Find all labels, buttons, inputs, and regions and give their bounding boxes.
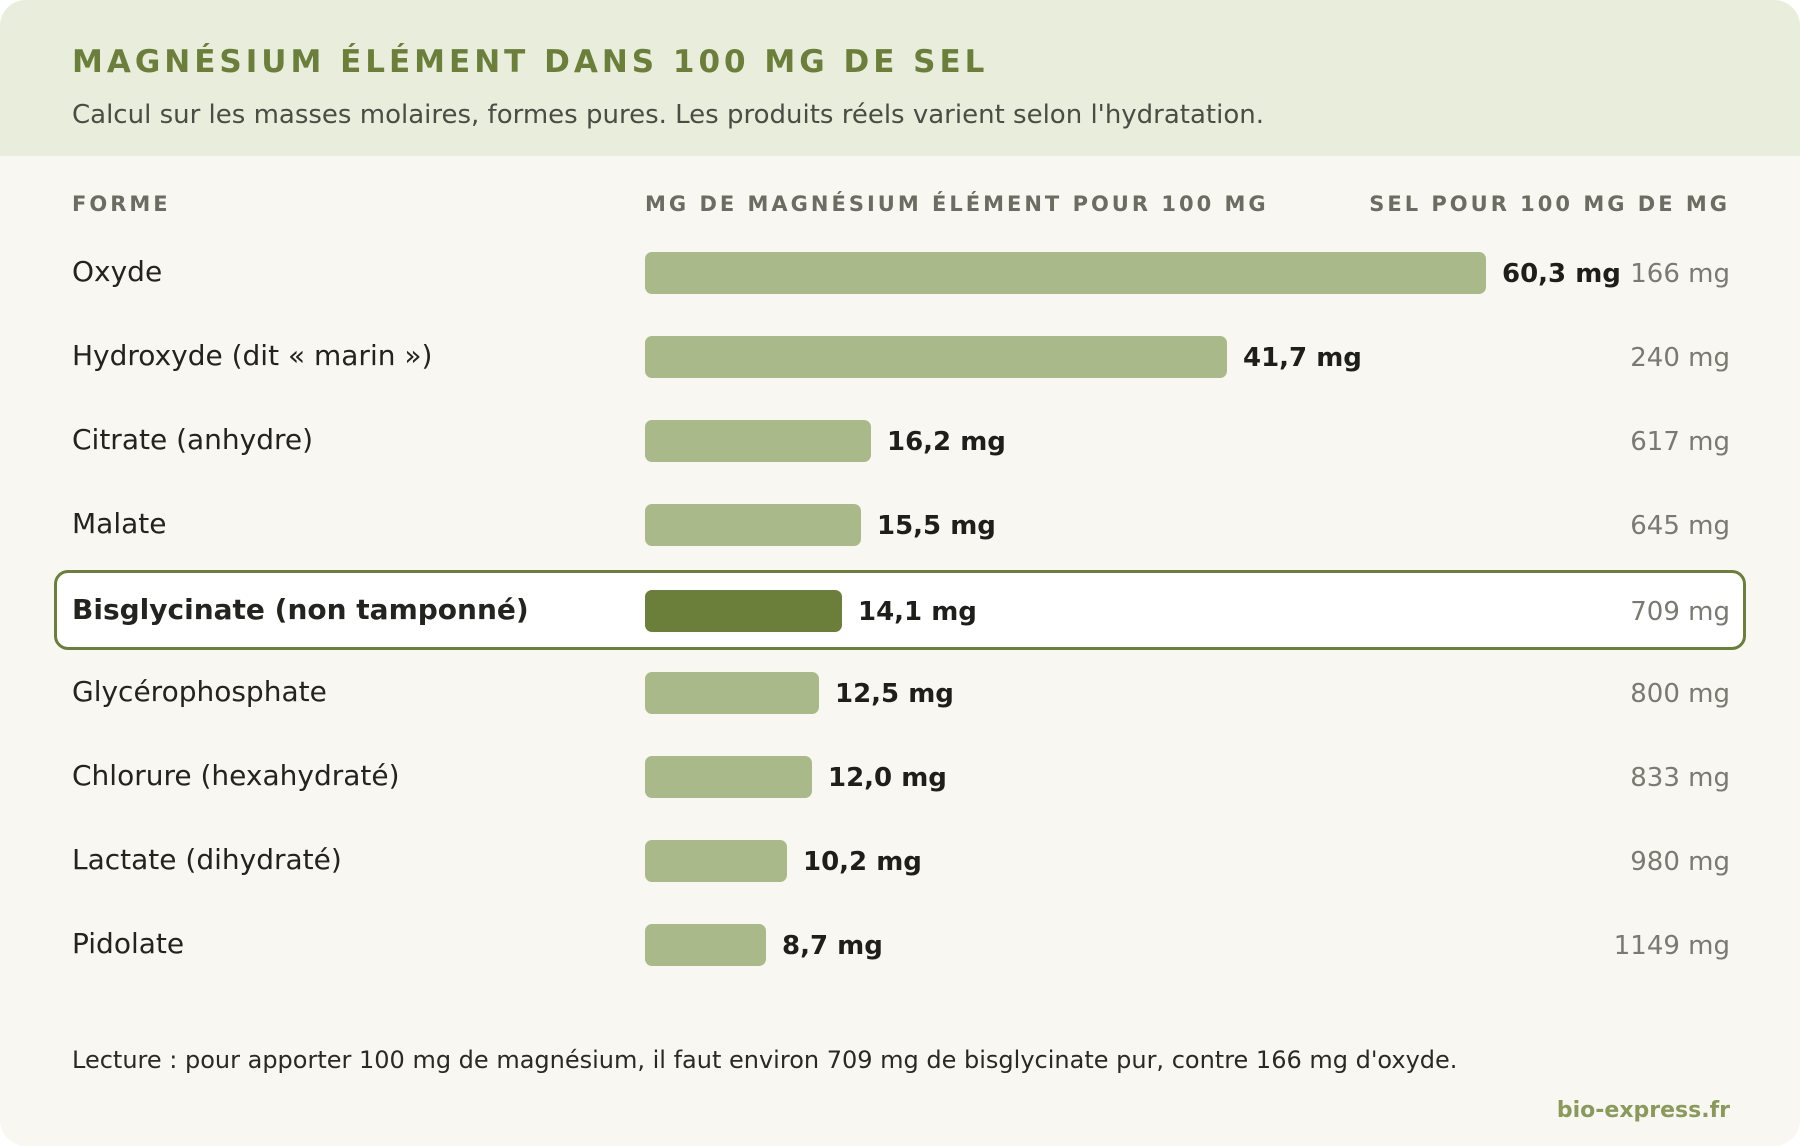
salt-amount-label: 800 mg xyxy=(1630,679,1730,709)
value-label: 12,0 mg xyxy=(828,763,947,793)
bar xyxy=(645,504,861,546)
bar xyxy=(645,420,871,462)
bar xyxy=(645,840,787,882)
chart-row: Citrate (anhydre) 16,2 mg 617 mg xyxy=(54,400,1746,480)
bar xyxy=(645,590,842,632)
reading-note: Lecture : pour apporter 100 mg de magnés… xyxy=(72,1046,1458,1074)
bar xyxy=(645,756,812,798)
category-label: Lactate (dihydraté) xyxy=(72,843,342,876)
value-label: 15,5 mg xyxy=(877,511,996,541)
salt-amount-label: 617 mg xyxy=(1630,427,1730,457)
category-label: Pidolate xyxy=(72,927,185,960)
value-label: 16,2 mg xyxy=(887,427,1006,457)
value-label: 8,7 mg xyxy=(782,931,883,961)
category-label: Chlorure (hexahydraté) xyxy=(72,759,400,792)
bar xyxy=(645,924,766,966)
category-label: Oxyde xyxy=(72,255,163,288)
chart-row: Glycérophosphate 12,5 mg 800 mg xyxy=(54,652,1746,732)
value-label: 12,5 mg xyxy=(835,679,954,709)
value-label: 60,3 mg xyxy=(1502,259,1621,289)
chart-row: Pidolate 8,7 mg 1149 mg xyxy=(54,904,1746,984)
salt-amount-label: 709 mg xyxy=(1630,597,1730,627)
category-label: Malate xyxy=(72,507,167,540)
bar xyxy=(645,252,1486,294)
category-label: Citrate (anhydre) xyxy=(72,423,314,456)
chart-subtitle: Calcul sur les masses molaires, formes p… xyxy=(72,100,1265,130)
bar xyxy=(645,336,1227,378)
column-header-magnesium: MG DE MAGNÉSIUM ÉLÉMENT POUR 100 MG xyxy=(645,192,1269,216)
chart-row: Malate 15,5 mg 645 mg xyxy=(54,484,1746,564)
salt-amount-label: 833 mg xyxy=(1630,763,1730,793)
chart-row: Chlorure (hexahydraté) 12,0 mg 833 mg xyxy=(54,736,1746,816)
salt-amount-label: 240 mg xyxy=(1630,343,1730,373)
chart-header: MAGNÉSIUM ÉLÉMENT DANS 100 MG DE SEL Cal… xyxy=(0,0,1800,156)
column-header-salt: SEL POUR 100 MG DE MG xyxy=(1369,192,1730,216)
salt-amount-label: 1149 mg xyxy=(1613,931,1730,961)
category-label: Hydroxyde (dit « marin ») xyxy=(72,339,433,372)
chart-row-highlighted: Bisglycinate (non tamponné) 14,1 mg 709 mg xyxy=(54,570,1746,650)
value-label: 14,1 mg xyxy=(858,597,977,627)
salt-amount-label: 645 mg xyxy=(1630,511,1730,541)
chart-title: MAGNÉSIUM ÉLÉMENT DANS 100 MG DE SEL xyxy=(72,44,989,80)
bar xyxy=(645,672,819,714)
value-label: 41,7 mg xyxy=(1243,343,1362,373)
source-label: bio-express.fr xyxy=(1556,1098,1730,1123)
category-label: Glycérophosphate xyxy=(72,675,327,708)
salt-amount-label: 166 mg xyxy=(1630,259,1730,289)
column-header-forme: FORME xyxy=(72,192,171,216)
chart-row: Oxyde 60,3 mg 166 mg xyxy=(54,232,1746,312)
value-label: 10,2 mg xyxy=(803,847,922,877)
chart-row: Hydroxyde (dit « marin ») 41,7 mg 240 mg xyxy=(54,316,1746,396)
chart-row: Lactate (dihydraté) 10,2 mg 980 mg xyxy=(54,820,1746,900)
category-label: Bisglycinate (non tamponné) xyxy=(72,593,529,626)
salt-amount-label: 980 mg xyxy=(1630,847,1730,877)
